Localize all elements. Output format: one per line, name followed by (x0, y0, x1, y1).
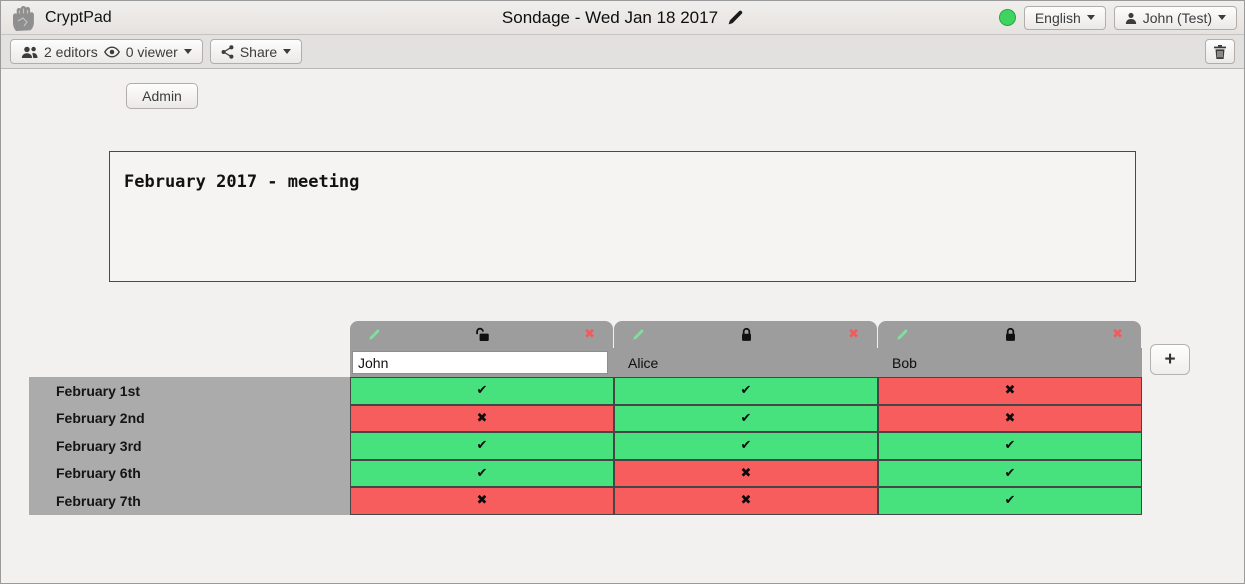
poll-row: February 6th ✔ ✖ ✔ (29, 459, 1209, 487)
poll-row: February 1st ✔ ✔ ✖ (29, 377, 1209, 405)
row-label: February 7th (29, 487, 350, 515)
poll-row: February 3rd ✔ ✔ ✔ (29, 432, 1209, 460)
add-column-button[interactable]: + (1150, 344, 1190, 375)
viewer-count-label: 0 viewer (125, 43, 178, 60)
column-name: Alice (628, 354, 659, 371)
connection-status-icon (998, 9, 1016, 26)
chevron-down-icon (183, 49, 192, 54)
users-icon (21, 45, 38, 59)
vote-yes-cell[interactable]: ✔ (614, 404, 878, 432)
row-label: February 1st (29, 377, 350, 405)
vote-yes-cell[interactable]: ✔ (878, 459, 1142, 487)
edit-column-pencil-icon[interactable] (368, 329, 380, 341)
column-name-cell: Bob (878, 348, 1142, 377)
column-name-cell: Alice (614, 348, 878, 377)
poll-description-textarea[interactable]: February 2017 - meeting (109, 151, 1136, 282)
vote-yes-cell[interactable]: ✔ (350, 432, 614, 460)
column-header-icons: ✖ (614, 321, 877, 348)
poll-row: February 2nd ✖ ✔ ✖ (29, 404, 1209, 432)
topbar: CryptPad Sondage - Wed Jan 18 2017 Engli… (1, 1, 1244, 35)
share-label: Share (239, 43, 278, 60)
eye-icon (103, 46, 120, 58)
person-icon (1125, 12, 1137, 24)
chevron-down-icon (1218, 15, 1226, 20)
row-label: February 2nd (29, 404, 350, 432)
edit-column-pencil-icon[interactable] (896, 329, 908, 341)
trash-icon (1213, 44, 1227, 60)
row-label: February 6th (29, 459, 350, 487)
editors-count-label: 2 editors (44, 43, 98, 60)
column-header-icons: ✖ (878, 321, 1141, 348)
brand: CryptPad (1, 4, 112, 32)
edit-column-pencil-icon[interactable] (632, 329, 644, 341)
remove-column-icon[interactable]: ✖ (584, 327, 595, 342)
column-name: Bob (892, 354, 917, 371)
language-label: English (1034, 9, 1081, 26)
vote-no-cell[interactable]: ✖ (350, 404, 614, 432)
vote-no-cell[interactable]: ✖ (614, 459, 878, 487)
vote-yes-cell[interactable]: ✔ (878, 487, 1142, 515)
title-bar: Sondage - Wed Jan 18 2017 (1, 1, 1244, 34)
vote-no-cell[interactable]: ✖ (614, 487, 878, 515)
cryptpad-fist-logo-icon (10, 4, 36, 32)
app-name: CryptPad (45, 8, 112, 26)
column-name-input[interactable] (352, 351, 608, 374)
edit-title-pencil-icon[interactable] (727, 10, 743, 26)
topbar-right: English John (Test) (998, 5, 1244, 30)
poll-row: February 7th ✖ ✖ ✔ (29, 487, 1209, 515)
user-menu-dropdown[interactable]: John (Test) (1113, 5, 1237, 30)
vote-yes-cell[interactable]: ✔ (614, 377, 878, 405)
column-header-icons: ✖ (350, 321, 613, 348)
toolbar: 2 editors 0 viewer Share (1, 35, 1244, 69)
lock-icon[interactable] (740, 327, 753, 342)
vote-no-cell[interactable]: ✖ (878, 377, 1142, 405)
vote-yes-cell[interactable]: ✔ (350, 459, 614, 487)
column-tabs-row: ✖ ✖ ✖ (350, 321, 1209, 348)
vote-no-cell[interactable]: ✖ (878, 404, 1142, 432)
vote-yes-cell[interactable]: ✔ (878, 432, 1142, 460)
column-names-row: Alice Bob (350, 348, 1142, 377)
language-dropdown[interactable]: English (1023, 5, 1106, 30)
remove-column-icon[interactable]: ✖ (1112, 327, 1123, 342)
row-label: February 3rd (29, 432, 350, 460)
users-button[interactable]: 2 editors 0 viewer (10, 39, 203, 64)
share-button[interactable]: Share (209, 39, 303, 64)
lock-icon[interactable] (1004, 327, 1017, 342)
delete-button[interactable] (1205, 39, 1235, 64)
chevron-down-icon (283, 49, 292, 54)
vote-yes-cell[interactable]: ✔ (350, 377, 614, 405)
vote-no-cell[interactable]: ✖ (350, 487, 614, 515)
remove-column-icon[interactable]: ✖ (848, 327, 859, 342)
vote-yes-cell[interactable]: ✔ (614, 432, 878, 460)
document-title: Sondage - Wed Jan 18 2017 (501, 7, 719, 27)
column-name-cell (350, 348, 614, 377)
chevron-down-icon (1086, 15, 1095, 20)
unlock-icon[interactable] (475, 327, 490, 342)
share-icon (221, 44, 234, 59)
poll-body: February 1st ✔ ✔ ✖ February 2nd ✖ ✔ ✖ February 3… (29, 377, 1209, 515)
admin-button[interactable]: Admin (126, 83, 198, 109)
user-label: John (Test) (1142, 9, 1212, 26)
